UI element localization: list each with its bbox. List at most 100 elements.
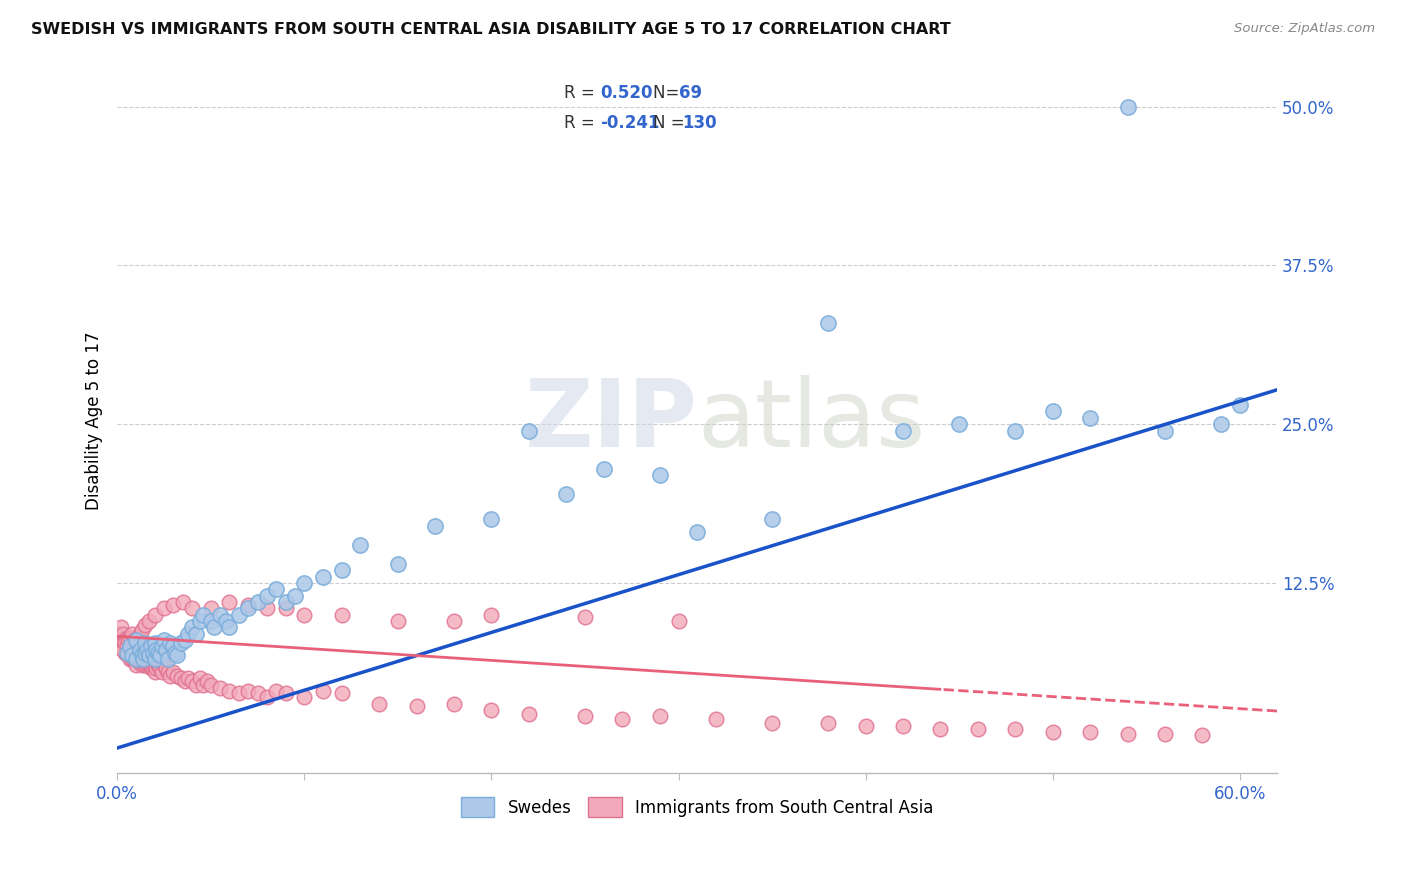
Point <box>127 652 149 666</box>
Point <box>228 686 250 700</box>
Point <box>108 633 131 648</box>
Point <box>125 652 148 666</box>
Point <box>387 614 409 628</box>
Point <box>1078 410 1101 425</box>
Point <box>121 646 143 660</box>
Point <box>238 601 260 615</box>
Point <box>1078 724 1101 739</box>
Point <box>246 686 269 700</box>
Point <box>153 658 176 673</box>
Point <box>761 512 783 526</box>
Point <box>264 582 287 597</box>
Point <box>134 635 156 649</box>
Point <box>312 569 335 583</box>
Point <box>193 607 215 622</box>
Point <box>114 646 136 660</box>
Point <box>125 646 148 660</box>
Point <box>200 677 222 691</box>
Point <box>136 652 159 666</box>
Point <box>136 643 159 657</box>
Point <box>145 661 167 675</box>
Point <box>312 684 335 698</box>
Point <box>162 598 184 612</box>
Point <box>292 607 315 622</box>
Point <box>125 658 148 673</box>
Point <box>120 640 142 654</box>
Point <box>891 424 914 438</box>
Point <box>170 635 193 649</box>
Point <box>125 633 148 648</box>
Point <box>891 719 914 733</box>
Point <box>120 633 142 648</box>
Point <box>138 658 160 673</box>
Text: 130: 130 <box>682 114 717 132</box>
Point <box>177 671 200 685</box>
Point <box>218 684 240 698</box>
Point <box>125 652 148 666</box>
Point <box>704 712 727 726</box>
Point <box>121 640 143 654</box>
Point <box>181 601 204 615</box>
Point <box>172 595 194 609</box>
Point <box>128 648 150 663</box>
Point <box>120 631 142 645</box>
Point <box>115 631 138 645</box>
Point <box>121 648 143 663</box>
Point <box>170 671 193 685</box>
Text: SWEDISH VS IMMIGRANTS FROM SOUTH CENTRAL ASIA DISABILITY AGE 5 TO 17 CORRELATION: SWEDISH VS IMMIGRANTS FROM SOUTH CENTRAL… <box>31 22 950 37</box>
Point <box>173 633 195 648</box>
Point <box>177 626 200 640</box>
Point <box>256 589 278 603</box>
Point <box>648 709 671 723</box>
Point <box>1229 398 1251 412</box>
Point <box>125 640 148 654</box>
Point <box>138 648 160 663</box>
Point <box>150 640 173 654</box>
Point <box>111 626 134 640</box>
Point <box>127 631 149 645</box>
Point <box>184 626 207 640</box>
Point <box>228 607 250 622</box>
Point <box>134 658 156 673</box>
Point <box>121 652 143 666</box>
Legend: Swedes, Immigrants from South Central Asia: Swedes, Immigrants from South Central As… <box>453 789 942 825</box>
Point <box>166 648 188 663</box>
Point <box>150 665 173 679</box>
Point <box>105 626 128 640</box>
Point <box>330 607 353 622</box>
Point <box>128 626 150 640</box>
Text: ZIP: ZIP <box>524 375 697 467</box>
Point <box>855 719 877 733</box>
Point <box>131 652 153 666</box>
Point <box>1042 724 1064 739</box>
Text: R =: R = <box>564 114 600 132</box>
Point <box>761 715 783 730</box>
Point <box>132 648 155 663</box>
Point <box>686 525 709 540</box>
Point <box>134 617 156 632</box>
Point <box>159 635 181 649</box>
Point <box>131 623 153 637</box>
Point <box>215 614 238 628</box>
Point <box>166 668 188 682</box>
Point <box>148 646 170 660</box>
Point <box>156 652 179 666</box>
Point <box>181 673 204 688</box>
Point <box>948 417 970 432</box>
Point <box>128 656 150 670</box>
Point <box>648 467 671 482</box>
Point <box>425 518 447 533</box>
Point <box>145 643 167 657</box>
Point <box>155 643 177 657</box>
Point <box>209 681 232 696</box>
Point <box>1211 417 1233 432</box>
Point <box>1116 100 1139 114</box>
Point <box>481 703 503 717</box>
Point <box>1004 424 1026 438</box>
Point <box>817 316 839 330</box>
Point <box>200 614 222 628</box>
Point <box>184 677 207 691</box>
Point <box>292 690 315 705</box>
Point <box>574 610 596 624</box>
Point <box>204 620 226 634</box>
